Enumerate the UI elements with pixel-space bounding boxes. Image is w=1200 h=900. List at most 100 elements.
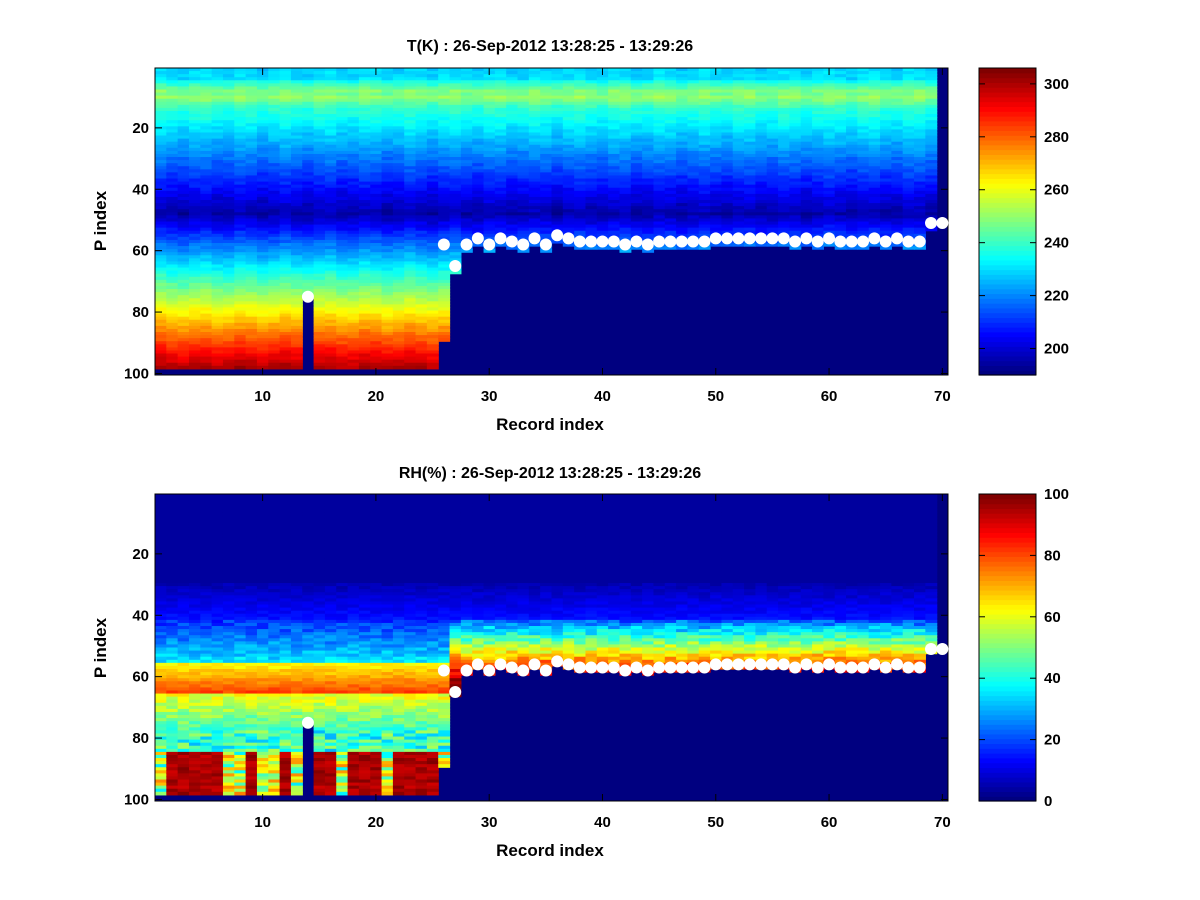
heatmap-cell xyxy=(608,92,621,97)
heatmap-cell xyxy=(290,169,303,173)
heatmap-cell xyxy=(460,215,473,220)
heatmap-cell xyxy=(177,230,190,235)
heatmap-cell xyxy=(596,175,609,180)
heatmap-cell xyxy=(415,353,428,358)
heatmap-cell xyxy=(166,270,179,275)
heatmap-cell xyxy=(823,181,836,186)
heatmap-cell xyxy=(279,289,292,293)
heatmap-cell xyxy=(721,110,734,115)
heatmap-cell xyxy=(290,359,303,364)
heatmap-cell xyxy=(426,218,439,223)
heatmap-cell xyxy=(200,279,213,284)
heatmap-cell xyxy=(812,190,824,195)
heatmap-cell xyxy=(404,157,417,161)
heatmap-cell xyxy=(245,86,258,91)
heatmap-cell xyxy=(472,203,485,207)
heatmap-cell xyxy=(370,89,383,94)
heatmap-cell xyxy=(596,114,609,118)
heatmap-cell xyxy=(687,98,700,103)
heatmap-cell xyxy=(585,227,598,232)
heatmap-cell xyxy=(574,120,587,124)
heatmap-cell xyxy=(562,157,575,161)
heatmap-cell xyxy=(789,86,802,91)
heatmap-cell xyxy=(710,163,723,167)
heatmap-cell xyxy=(880,221,892,226)
heatmap-cell xyxy=(290,95,303,100)
heatmap-cell xyxy=(880,123,892,127)
heatmap-cell xyxy=(460,77,473,81)
heatmap-cell xyxy=(710,141,723,146)
heatmap-cell xyxy=(222,341,235,345)
heatmap-cell xyxy=(415,89,428,94)
heatmap-cell xyxy=(721,172,734,177)
heatmap-cell xyxy=(279,163,292,167)
heatmap-cell xyxy=(823,98,836,103)
heatmap-cell xyxy=(732,129,745,134)
heatmap-cell xyxy=(392,135,405,140)
heatmap-cell xyxy=(732,181,745,186)
heatmap-cell xyxy=(630,92,643,97)
heatmap-cell xyxy=(562,212,575,216)
heatmap-cell xyxy=(166,160,179,164)
heatmap-cell xyxy=(336,264,349,269)
heatmap-cell xyxy=(823,129,836,134)
heatmap-cell xyxy=(290,160,303,164)
heatmap-cell xyxy=(404,196,417,201)
heatmap-cell xyxy=(880,196,892,201)
heatmap-cell xyxy=(370,196,383,201)
heatmap-cell xyxy=(166,110,179,115)
heatmap-cell xyxy=(392,233,405,238)
heatmap-cell xyxy=(880,107,892,112)
heatmap-cell xyxy=(846,68,858,72)
heatmap-cell xyxy=(347,135,360,140)
heatmap-cell xyxy=(721,126,734,130)
heatmap-cell xyxy=(902,153,915,158)
heatmap-cell xyxy=(256,316,269,321)
heatmap-cell xyxy=(324,338,337,342)
heatmap-cell xyxy=(370,307,383,312)
heatmap-cell xyxy=(188,313,201,318)
heatmap-cell xyxy=(812,83,824,88)
heatmap-cell xyxy=(834,181,847,186)
heatmap-cell xyxy=(585,221,598,226)
heatmap-cell xyxy=(585,150,598,155)
heatmap-cell xyxy=(268,353,281,358)
heatmap-cell xyxy=(800,153,813,158)
heatmap-cell xyxy=(370,206,383,210)
heatmap-cell xyxy=(177,258,190,263)
heatmap-cell xyxy=(562,74,575,78)
heatmap-cell xyxy=(574,203,587,207)
heatmap-cell xyxy=(290,289,303,293)
heatmap-cell xyxy=(200,347,213,352)
heatmap-cell xyxy=(415,160,428,164)
heatmap-cell xyxy=(200,218,213,223)
heatmap-cell xyxy=(358,144,371,149)
heatmap-cell xyxy=(234,147,247,152)
heatmap-cell xyxy=(222,242,235,247)
heatmap-cell xyxy=(551,150,564,155)
heatmap-cell xyxy=(766,221,779,226)
heatmap-cell xyxy=(155,365,167,370)
heatmap-cell xyxy=(540,95,553,100)
heatmap-cell xyxy=(268,120,281,124)
heatmap-cell xyxy=(868,77,881,81)
heatmap-cell xyxy=(245,120,258,124)
heatmap-cell xyxy=(155,178,167,183)
heatmap-cell xyxy=(155,295,167,299)
heatmap-cell xyxy=(336,310,349,315)
heatmap-cell xyxy=(744,141,757,146)
heatmap-cell xyxy=(438,255,451,259)
heatmap-cell xyxy=(211,322,224,327)
heatmap-cell xyxy=(449,227,462,232)
heatmap-cell xyxy=(438,298,451,302)
heatmap-cell xyxy=(155,86,167,91)
heatmap-cell xyxy=(404,224,417,229)
heatmap-cell xyxy=(506,160,519,164)
heatmap-cell xyxy=(857,83,870,88)
heatmap-cell xyxy=(562,193,575,198)
heatmap-cell xyxy=(438,132,451,137)
heatmap-cell xyxy=(438,316,451,321)
heatmap-cell xyxy=(528,178,541,183)
heatmap-cell xyxy=(460,233,473,238)
heatmap-cell xyxy=(744,190,757,195)
